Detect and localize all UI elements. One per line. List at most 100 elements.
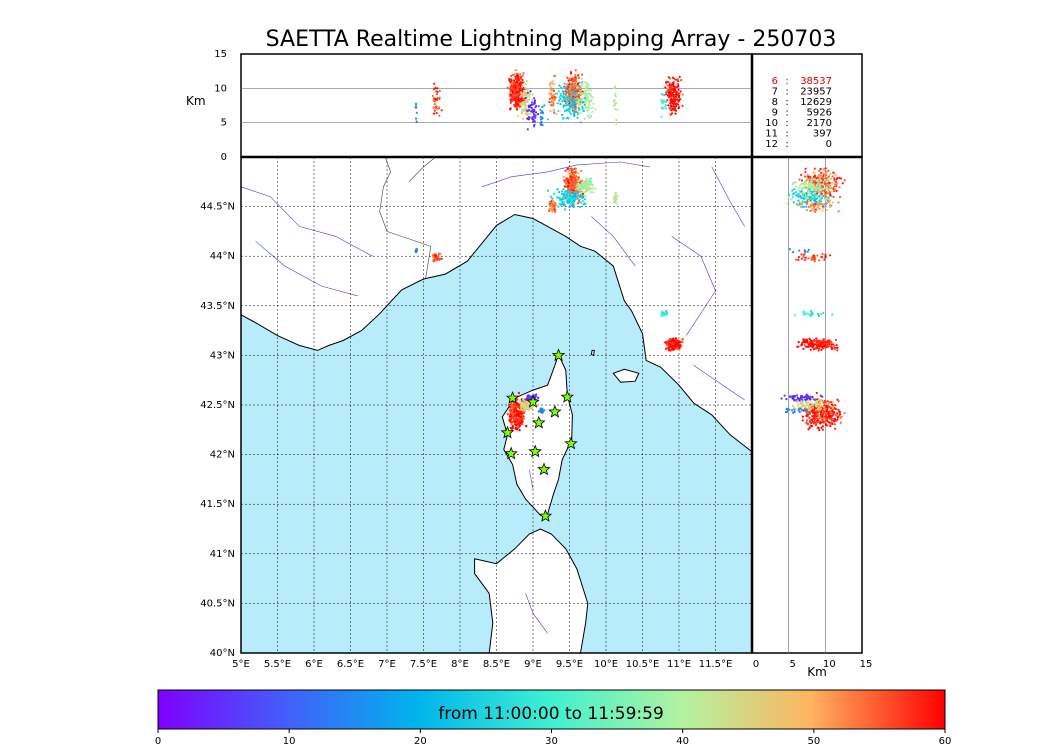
lon-tick-label: 8.5°E	[483, 659, 510, 670]
lon-tick-label: 7.5°E	[410, 659, 437, 670]
lightning-source-lon-alt	[506, 86, 509, 89]
lightning-source-alt-lat	[808, 411, 811, 414]
lightning-source-alt-lat	[828, 417, 831, 420]
lightning-source-alt-lat	[826, 403, 829, 406]
lightning-source-lon-alt	[516, 73, 519, 76]
lat-tick-label: 44.5°N	[200, 202, 235, 213]
lightning-source-lon-alt	[591, 96, 594, 99]
chart-title: SAETTA Realtime Lightning Mapping Array …	[266, 27, 837, 52]
lightning-source	[577, 200, 581, 204]
lightning-source-lon-alt	[587, 83, 590, 86]
lightning-source-alt-lat	[829, 199, 832, 202]
lightning-source-lon-alt	[664, 105, 667, 109]
lightning-source-alt-lat	[808, 397, 812, 400]
lightning-source	[583, 195, 586, 198]
lightning-source-lon-alt	[436, 87, 439, 90]
lightning-source	[571, 171, 574, 175]
station-star-icon	[548, 404, 562, 418]
lightning-source-lon-alt	[438, 89, 441, 93]
lightning-source-alt-lat	[807, 342, 810, 345]
lightning-source-lon-alt	[532, 118, 535, 121]
lightning-source-alt-lat	[809, 348, 812, 351]
lightning-source-alt-lat	[812, 346, 815, 349]
lightning-source-lon-alt	[573, 88, 576, 91]
lightning-source	[517, 414, 521, 418]
lightning-source-lon-alt	[570, 101, 573, 105]
lightning-source-lon-alt	[585, 93, 588, 96]
station-star-icon	[505, 391, 520, 404]
lightning-source	[565, 194, 569, 197]
lightning-source-alt-lat	[810, 309, 813, 313]
lightning-source-lon-alt	[560, 87, 563, 90]
lightning-source	[613, 196, 617, 200]
lightning-source-lon-alt	[664, 104, 667, 107]
lightning-source-lon-alt	[591, 106, 594, 110]
lightning-source-alt-lat	[824, 193, 827, 196]
lightning-source-lon-alt	[516, 108, 519, 111]
lightning-source-lon-alt	[549, 109, 552, 113]
lightning-source-alt-lat	[808, 412, 812, 415]
lightning-source-alt-lat	[813, 167, 816, 170]
lightning-source-alt-lat	[801, 419, 804, 422]
lightning-source-alt-lat	[836, 398, 839, 401]
lightning-source-lon-alt	[576, 86, 579, 89]
lightning-source-lon-alt	[550, 96, 554, 99]
lightning-source-lon-alt	[558, 99, 561, 102]
lightning-source-alt-lat	[805, 396, 808, 399]
lightning-source-alt-lat	[801, 195, 804, 198]
lightning-source-lon-alt	[573, 85, 576, 89]
lightning-source	[581, 200, 585, 203]
lightning-source-lon-alt	[541, 105, 544, 109]
lightning-source-alt-lat	[802, 255, 805, 259]
lightning-source	[570, 192, 573, 196]
lightning-source-alt-lat	[836, 418, 839, 421]
lightning-source-lon-alt	[577, 100, 580, 103]
lightning-source-alt-lat	[802, 191, 805, 195]
lightning-source	[574, 171, 577, 174]
lightning-source-lon-alt	[522, 88, 525, 91]
lightning-source-lon-alt	[675, 93, 678, 96]
lightning-source-alt-lat	[821, 395, 824, 398]
lightning-source	[513, 410, 516, 413]
lightning-source-alt-lat	[801, 341, 804, 344]
lightning-source-alt-lat	[783, 394, 786, 397]
lightning-source-alt-lat	[800, 190, 803, 193]
lightning-source	[519, 415, 522, 418]
lightning-source-lon-alt	[577, 82, 580, 85]
lightning-source-lon-alt	[537, 105, 540, 108]
lightning-source	[568, 181, 571, 185]
lightning-source	[615, 202, 618, 205]
lightning-source-alt-lat	[813, 175, 817, 178]
lightning-source-lon-alt	[522, 72, 525, 75]
lightning-source-lon-alt	[548, 100, 551, 104]
lightning-source-lon-alt	[614, 85, 617, 88]
lightning-source-lon-alt	[551, 94, 554, 97]
lightning-source	[570, 181, 573, 184]
lightning-source	[614, 194, 617, 197]
lightning-source-lon-alt	[570, 106, 574, 109]
lightning-source-alt-lat	[829, 345, 832, 348]
lightning-source	[435, 256, 438, 259]
lightning-source-alt-lat	[834, 173, 837, 176]
lightning-source-lon-alt	[550, 104, 553, 107]
lightning-source-alt-lat	[818, 347, 821, 350]
lightning-source	[574, 175, 578, 178]
lightning-source	[586, 180, 590, 183]
lightning-source	[515, 423, 518, 427]
lightning-source	[583, 186, 586, 190]
lightning-source-lon-alt	[674, 112, 677, 115]
lightning-source-lon-alt	[516, 83, 519, 86]
lightning-source-alt-lat	[799, 194, 802, 198]
lightning-source	[510, 423, 513, 426]
lightning-source	[570, 199, 573, 202]
lightning-source-alt-lat	[816, 180, 819, 183]
lightning-source-alt-lat	[811, 398, 814, 401]
count-station: 7	[772, 87, 778, 98]
lightning-source-lon-alt	[552, 108, 555, 112]
lightning-source-alt-lat	[813, 398, 817, 401]
lightning-source-alt-lat	[791, 189, 794, 192]
lon-tick-label: 11°E	[667, 659, 691, 670]
lightning-source	[517, 391, 521, 395]
lon-tick-label: 6°E	[305, 659, 323, 670]
lightning-source	[584, 182, 587, 185]
